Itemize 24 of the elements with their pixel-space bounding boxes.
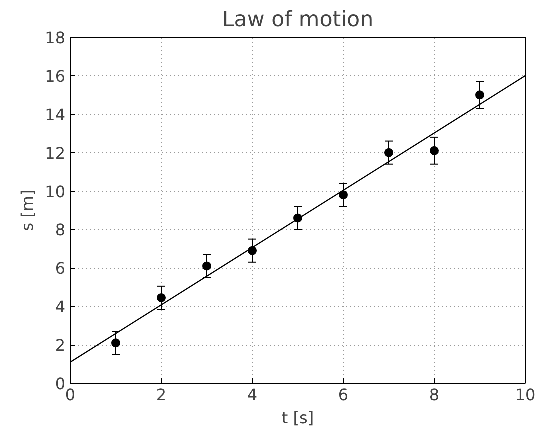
point [202,262,212,271]
point [476,90,484,100]
point [384,148,394,158]
point [112,338,120,348]
y-tick-label: 12 [45,144,66,163]
y-tick-label: 10 [45,182,66,202]
x-tick-label: 6 [338,386,349,404]
y-tick-label: 8 [55,220,66,240]
x-tick-label: 2 [156,386,167,404]
point [157,293,166,302]
y-tick-label: 16 [45,66,66,86]
y-tick-label: 4 [55,298,66,317]
y-tick-label: 18 [45,28,66,48]
x-tick-label: 8 [429,386,440,404]
point [430,146,439,156]
chart-title: Law of motion [222,8,374,32]
x-tick-label: 4 [247,386,258,404]
y-tick-label: 2 [55,336,66,356]
y-axis-title: s [m] [18,190,38,232]
x-tick-label: 10 [515,386,536,404]
x-axis-title: t [s] [282,408,314,428]
y-tick-label: 6 [55,259,66,278]
y-tick-label: 14 [45,105,66,124]
point [339,190,348,200]
